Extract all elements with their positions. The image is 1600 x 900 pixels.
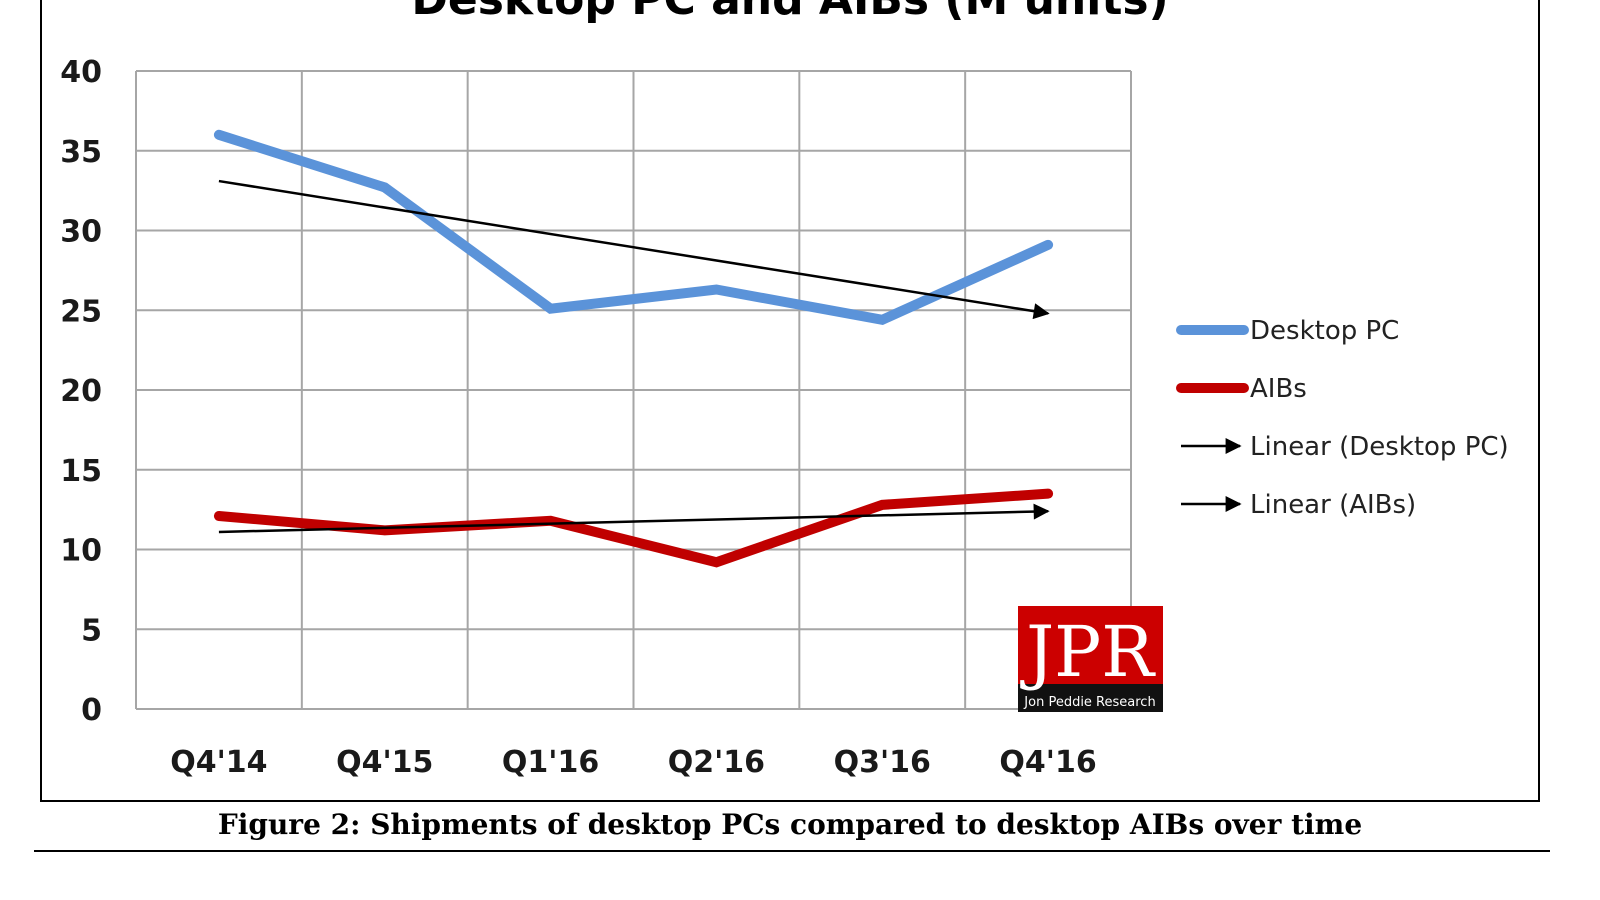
trendline-desktop-pc — [218, 179, 1050, 320]
chart-frame — [40, 0, 1540, 802]
y-tick-label: 40 — [60, 55, 102, 90]
trendlines — [218, 179, 1050, 534]
trendline-aibs — [218, 503, 1050, 534]
jpr-logo: JPR Jon Peddie Research — [1018, 606, 1163, 712]
legend-label-aibs: AIBs — [1250, 374, 1307, 404]
logo-band — [1018, 684, 1163, 712]
y-tick-label: 25 — [60, 294, 102, 329]
x-tick-label: Q4'16 — [999, 745, 1096, 780]
legend-label-linear-aibs-: Linear (AIBs) — [1250, 490, 1416, 520]
legend-label-desktop-pc: Desktop PC — [1250, 316, 1399, 346]
figure-caption: Figure 2: Shipments of desktop PCs compa… — [217, 808, 1363, 841]
y-axis-ticks: 0 5 10 15 20 25 30 35 40 — [60, 55, 102, 728]
series-line-desktop-pc — [213, 129, 1054, 326]
y-tick-label: 0 — [81, 693, 102, 728]
y-tick-label: 10 — [60, 534, 102, 569]
y-tick-label: 30 — [60, 215, 102, 250]
chart-title: Desktop PC and AIBs (M units) — [411, 0, 1168, 25]
grid — [135, 70, 1132, 710]
x-tick-label: Q2'16 — [668, 745, 765, 780]
logo-subtext: Jon Peddie Research — [1023, 695, 1155, 710]
caption-divider — [34, 850, 1550, 852]
y-tick-label: 5 — [81, 613, 102, 648]
legend: Desktop PC AIBs Linear (Desktop PC) Linear … — [1176, 316, 1509, 520]
x-tick-label: Q4'14 — [170, 745, 267, 780]
logo-text: JPR — [1020, 611, 1156, 693]
x-tick-label: Q4'15 — [336, 745, 433, 780]
x-tick-label: Q1'16 — [502, 745, 599, 780]
x-axis-ticks: Q4'14 Q4'15 Q1'16 Q2'16 Q3'16 Q4'16 — [170, 745, 1096, 780]
x-tick-label: Q3'16 — [834, 745, 931, 780]
y-tick-label: 35 — [60, 135, 102, 170]
y-tick-label: 15 — [60, 454, 102, 489]
legend-label-linear-desktop-pc-: Linear (Desktop PC) — [1250, 432, 1509, 462]
y-tick-label: 20 — [60, 374, 102, 409]
chart: Desktop PC and AIBs (M units) 0 5 10 15 20 25… — [60, 0, 1509, 780]
